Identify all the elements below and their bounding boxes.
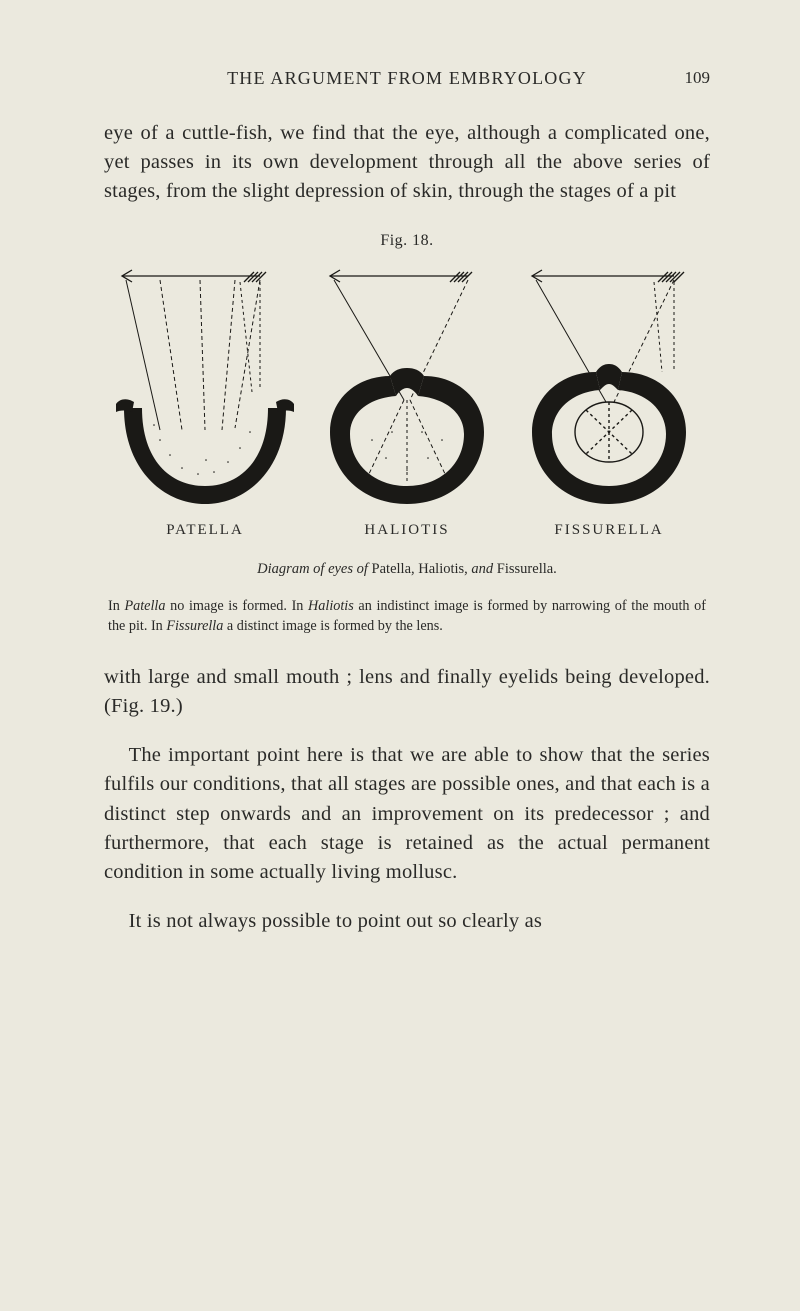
caption-names: Patella, Haliotis, (372, 561, 472, 577)
figure-note: In Patella no image is formed. In Haliot… (108, 596, 706, 636)
caption-patella: PATELLA (104, 522, 306, 539)
note-a: In (108, 598, 124, 614)
note-patella: Patella (124, 598, 165, 614)
fissurella-svg (514, 260, 704, 510)
page-number: 109 (685, 68, 711, 88)
figure-caption-row: PATELLA HALIOTIS FISSURELLA (104, 522, 710, 539)
note-d: a distinct image is formed by the lens. (223, 618, 442, 634)
page: THE ARGUMENT FROM EMBRYOLOGY 109 eye of … (0, 0, 800, 1311)
figure-label: Fig. 18. (104, 232, 710, 250)
body-paragraph-3: The important point here is that we are … (104, 741, 710, 887)
haliotis-svg (312, 260, 502, 510)
note-haliotis: Haliotis (308, 598, 354, 614)
caption-and: and (471, 561, 493, 577)
figure-fissurella (508, 260, 710, 510)
diagram-caption: Diagram of eyes of Patella, Haliotis, an… (104, 561, 710, 578)
note-b: no image is formed. In (165, 598, 308, 614)
caption-haliotis: HALIOTIS (306, 522, 508, 539)
body-paragraph-2: with large and small mouth ; lens and fi… (104, 663, 710, 721)
figure-haliotis (306, 260, 508, 510)
figure-patella (104, 260, 306, 510)
body-paragraph-1: eye of a cuttle-fish, we find that the e… (104, 119, 710, 206)
note-fissurella: Fissurella (166, 618, 223, 634)
caption-post: Fissurella. (493, 561, 557, 577)
figure-row (104, 260, 710, 510)
caption-fissurella: FISSURELLA (508, 522, 710, 539)
running-head: THE ARGUMENT FROM EMBRYOLOGY 109 (104, 68, 710, 89)
caption-italic-1: Diagram of eyes of (257, 561, 371, 577)
body-paragraph-4: It is not always possible to point out s… (104, 907, 710, 936)
running-title: THE ARGUMENT FROM EMBRYOLOGY (227, 68, 587, 89)
patella-svg (110, 260, 300, 510)
